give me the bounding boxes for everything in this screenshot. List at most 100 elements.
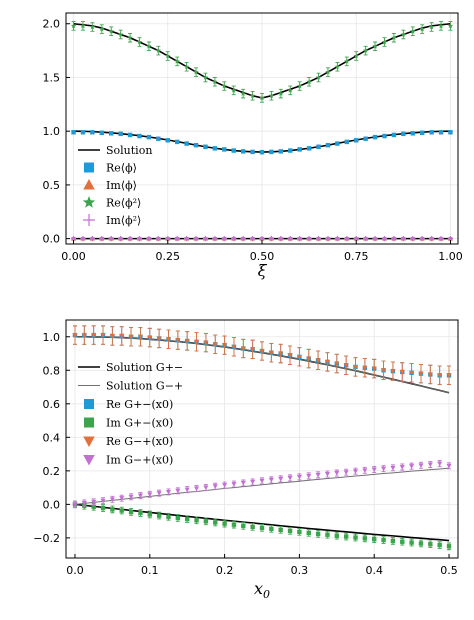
data-point xyxy=(354,138,359,143)
data-point xyxy=(146,43,152,49)
data-point xyxy=(119,333,125,339)
data-point xyxy=(137,493,143,499)
data-point xyxy=(296,474,302,480)
data-point xyxy=(240,346,246,352)
legend-marker xyxy=(83,214,95,226)
data-point xyxy=(325,142,331,148)
data-point xyxy=(344,235,350,242)
data-point xyxy=(316,144,321,149)
legend-marker xyxy=(84,399,94,409)
data-point xyxy=(99,235,105,242)
data-point xyxy=(297,147,302,152)
y-tick-label: −0.2 xyxy=(33,532,60,545)
data-point xyxy=(165,337,172,342)
panel-top: 0.00 0.25 0.50 0.75 1.00 0.0 0.5 1.0 1.5 2.0 ξ So… xyxy=(43,12,463,280)
data-point xyxy=(174,58,180,64)
data-point xyxy=(240,149,246,154)
data-point xyxy=(156,491,162,496)
data-point xyxy=(296,83,303,89)
data-point xyxy=(109,333,115,339)
data-point xyxy=(268,235,275,242)
data-point xyxy=(212,342,218,347)
y-tick-label: 1.5 xyxy=(43,71,61,84)
data-point xyxy=(231,522,237,527)
legend-label: Im⟨ϕ²⟩ xyxy=(106,214,141,227)
data-point xyxy=(99,26,105,32)
y-tick-label: 0.5 xyxy=(43,179,61,192)
data-point xyxy=(419,235,425,242)
legend-marker xyxy=(83,179,95,190)
solution-line xyxy=(74,467,450,505)
data-point xyxy=(212,484,218,489)
data-point xyxy=(249,92,256,99)
data-point xyxy=(128,494,134,500)
data-point xyxy=(438,23,444,29)
data-point xyxy=(99,130,105,135)
data-point xyxy=(81,501,87,506)
data-point xyxy=(250,149,255,155)
data-point xyxy=(390,369,396,374)
data-point xyxy=(194,339,200,345)
data-point xyxy=(100,333,106,338)
data-point xyxy=(250,347,256,352)
data-point xyxy=(147,335,153,341)
data-point xyxy=(222,147,227,152)
solution-line xyxy=(74,503,450,542)
data-point xyxy=(353,53,359,59)
data-point xyxy=(400,31,407,37)
data-point xyxy=(91,499,97,505)
data-point xyxy=(222,343,228,348)
legend-label: Im⟨ϕ⟩ xyxy=(106,179,137,192)
data-point xyxy=(108,235,114,242)
data-point xyxy=(381,235,388,242)
x-tick-label: 0.50 xyxy=(250,250,275,263)
data-point xyxy=(287,235,293,242)
panel-top-data xyxy=(70,21,454,242)
data-point xyxy=(203,144,208,149)
data-point xyxy=(446,544,452,549)
x-tick-label: 0.4 xyxy=(365,564,383,577)
data-point xyxy=(390,538,396,544)
legend-marker xyxy=(83,436,95,447)
data-point xyxy=(175,488,181,494)
data-point xyxy=(391,235,397,242)
data-point xyxy=(324,359,330,365)
data-point xyxy=(108,28,114,34)
data-point xyxy=(269,149,274,155)
data-point xyxy=(446,463,452,469)
data-point xyxy=(334,361,340,367)
data-point xyxy=(221,83,228,89)
data-point xyxy=(194,518,199,523)
data-point xyxy=(174,235,180,242)
panel-top-xlabel: ξ xyxy=(258,261,268,280)
data-point xyxy=(259,478,265,484)
data-point xyxy=(324,472,330,477)
legend-marker xyxy=(84,417,94,428)
data-point xyxy=(429,130,434,135)
panel-top-legend: Solution Re⟨ϕ⟩ Im⟨ϕ⟩ Re⟨ϕ²⟩ Im⟨ϕ²⟩ xyxy=(78,144,152,227)
series-square xyxy=(72,500,452,551)
data-point xyxy=(80,23,86,29)
x-tick-label: 0.5 xyxy=(440,564,458,577)
data-point xyxy=(372,43,378,49)
data-point xyxy=(315,235,322,242)
data-point xyxy=(203,340,209,346)
data-point xyxy=(165,53,171,59)
x-tick-label: 1.00 xyxy=(438,250,463,263)
data-point xyxy=(297,235,303,242)
data-point xyxy=(250,479,256,485)
data-point xyxy=(352,469,359,474)
data-point xyxy=(193,142,199,148)
data-point xyxy=(372,134,378,140)
data-point xyxy=(213,520,218,525)
data-point xyxy=(231,235,237,242)
legend-label: Re G+−(x0) xyxy=(106,398,173,411)
data-point xyxy=(268,477,274,483)
data-point xyxy=(363,235,369,242)
data-point xyxy=(100,505,106,511)
data-point xyxy=(91,333,97,338)
data-point xyxy=(363,136,368,141)
data-point xyxy=(100,498,106,504)
data-point xyxy=(325,69,331,75)
data-point xyxy=(231,87,237,93)
